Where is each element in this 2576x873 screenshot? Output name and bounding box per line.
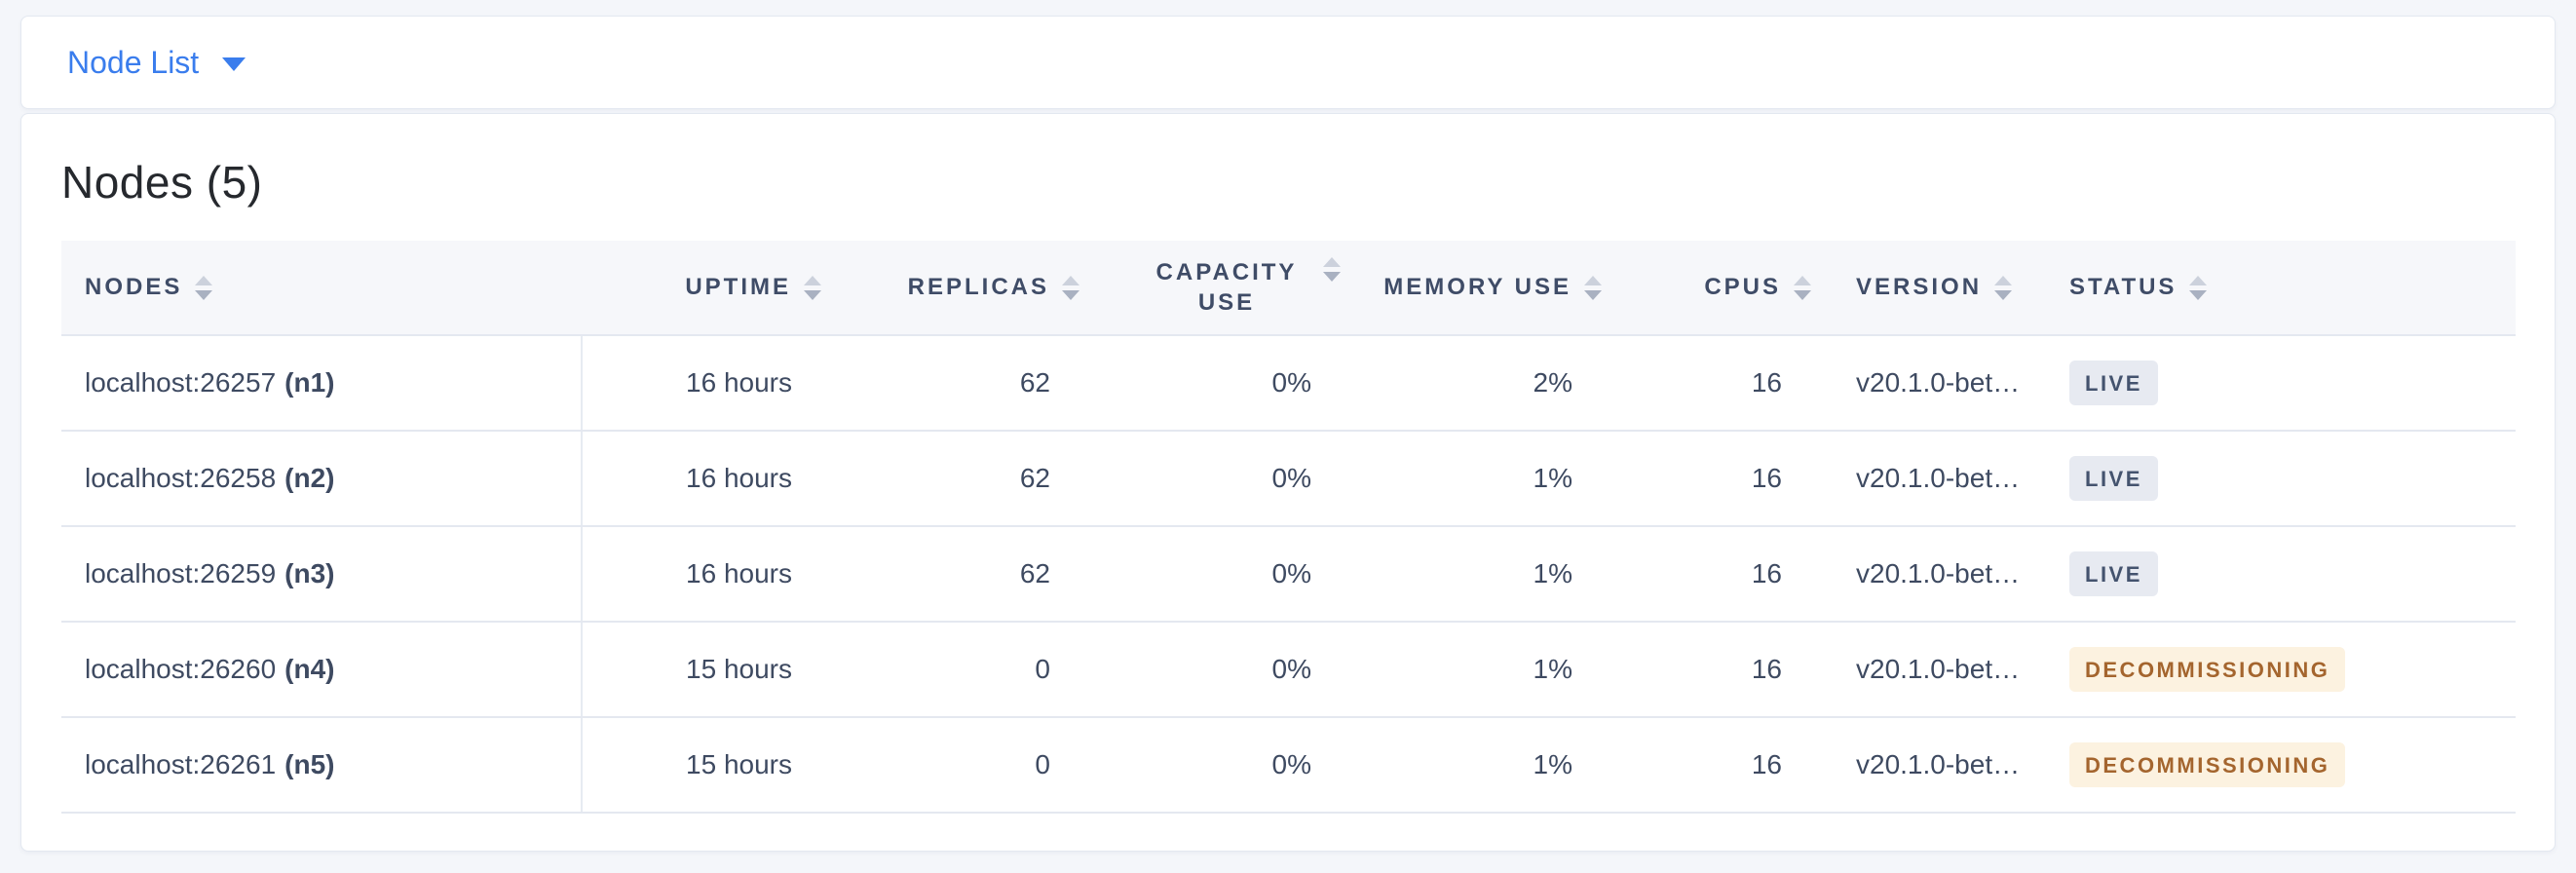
cell-memory-use: 1% bbox=[1533, 558, 1572, 588]
table-header-row: NODES UPTIME REPLICAS CAPACITY USE MEMOR… bbox=[61, 241, 2516, 336]
sort-icon bbox=[195, 275, 213, 300]
cell-replicas: 62 bbox=[1019, 463, 1050, 493]
node-id: (n2) bbox=[284, 463, 335, 493]
cell-uptime: 15 hours bbox=[686, 749, 792, 779]
view-dropdown-label[interactable]: Node List bbox=[67, 45, 200, 80]
column-header-cpus[interactable]: CPUS bbox=[1604, 241, 1813, 334]
cell-node: localhost:26259 (n3) bbox=[61, 527, 583, 621]
cell-node: localhost:26261 (n5) bbox=[61, 718, 583, 812]
sort-icon bbox=[1794, 275, 1811, 300]
cell-cpus: 16 bbox=[1751, 463, 1782, 493]
cell-memory-use: 2% bbox=[1533, 367, 1572, 398]
cell-memory-use: 1% bbox=[1533, 654, 1572, 684]
cell-cpus: 16 bbox=[1751, 367, 1782, 398]
cell-uptime: 16 hours bbox=[686, 558, 792, 588]
node-table: NODES UPTIME REPLICAS CAPACITY USE MEMOR… bbox=[61, 241, 2516, 814]
view-dropdown[interactable]: Node List bbox=[67, 47, 246, 78]
node-id: (n4) bbox=[284, 654, 335, 684]
cell-replicas: 0 bbox=[1035, 749, 1050, 779]
view-selector-bar: Node List bbox=[20, 16, 2556, 109]
cell-uptime: 16 hours bbox=[686, 463, 792, 493]
cell-version: v20.1.0-bet… bbox=[1856, 749, 2021, 779]
node-id: (n1) bbox=[284, 367, 335, 398]
column-header-memory-use[interactable]: MEMORY USE bbox=[1343, 241, 1604, 334]
table-row[interactable]: localhost:26260 (n4) 15 hours 0 0% 1% 16… bbox=[61, 623, 2516, 718]
cell-status: LIVE bbox=[2047, 336, 2516, 430]
cell-capacity-use: 0% bbox=[1271, 463, 1311, 493]
status-badge: LIVE bbox=[2069, 551, 2158, 596]
column-header-version[interactable]: VERSION bbox=[1813, 241, 2047, 334]
cell-version: v20.1.0-bet… bbox=[1856, 463, 2021, 493]
node-address: localhost:26260 bbox=[85, 654, 277, 684]
cell-memory-use: 1% bbox=[1533, 749, 1572, 779]
cell-capacity-use: 0% bbox=[1271, 558, 1311, 588]
chevron-down-icon bbox=[222, 57, 246, 71]
cell-memory-use: 1% bbox=[1533, 463, 1572, 493]
cell-capacity-use: 0% bbox=[1271, 654, 1311, 684]
sort-icon bbox=[1994, 275, 2013, 300]
cell-status: DECOMMISSIONING bbox=[2047, 623, 2516, 716]
page-title: Nodes (5) bbox=[61, 157, 263, 208]
status-badge: DECOMMISSIONING bbox=[2069, 647, 2346, 692]
cell-status: LIVE bbox=[2047, 432, 2516, 525]
column-header-uptime[interactable]: UPTIME bbox=[583, 241, 823, 334]
node-id: (n5) bbox=[284, 749, 335, 779]
cell-status: LIVE bbox=[2047, 527, 2516, 621]
node-address: localhost:26261 bbox=[85, 749, 277, 779]
cell-replicas: 0 bbox=[1035, 654, 1050, 684]
cell-status: DECOMMISSIONING bbox=[2047, 718, 2516, 812]
column-header-status[interactable]: STATUS bbox=[2047, 241, 2516, 334]
cell-version: v20.1.0-bet… bbox=[1856, 367, 2021, 398]
column-header-capacity-use[interactable]: CAPACITY USE bbox=[1081, 241, 1343, 334]
status-badge: DECOMMISSIONING bbox=[2069, 742, 2346, 787]
column-header-replicas[interactable]: REPLICAS bbox=[823, 241, 1081, 334]
sort-icon bbox=[2189, 275, 2208, 300]
status-badge: LIVE bbox=[2069, 456, 2158, 501]
node-address: localhost:26259 bbox=[85, 558, 277, 588]
node-address: localhost:26257 bbox=[85, 367, 277, 398]
column-header-nodes[interactable]: NODES bbox=[61, 241, 583, 334]
table-row[interactable]: localhost:26257 (n1) 16 hours 62 0% 2% 1… bbox=[61, 336, 2516, 432]
nodes-panel: Nodes (5) NODES UPTIME REPLICAS CAPACITY… bbox=[20, 113, 2556, 852]
cell-capacity-use: 0% bbox=[1271, 749, 1311, 779]
sort-icon bbox=[1584, 275, 1602, 300]
cell-replicas: 62 bbox=[1019, 367, 1050, 398]
cell-uptime: 16 hours bbox=[686, 367, 792, 398]
cell-capacity-use: 0% bbox=[1271, 367, 1311, 398]
cell-node: localhost:26260 (n4) bbox=[61, 623, 583, 716]
table-row[interactable]: localhost:26258 (n2) 16 hours 62 0% 1% 1… bbox=[61, 432, 2516, 527]
status-badge: LIVE bbox=[2069, 361, 2158, 405]
cell-node: localhost:26258 (n2) bbox=[61, 432, 583, 525]
cell-version: v20.1.0-bet… bbox=[1856, 558, 2021, 588]
cell-cpus: 16 bbox=[1751, 654, 1782, 684]
cell-replicas: 62 bbox=[1019, 558, 1050, 588]
sort-icon bbox=[1062, 275, 1080, 300]
cell-uptime: 15 hours bbox=[686, 654, 792, 684]
node-address: localhost:26258 bbox=[85, 463, 277, 493]
cell-cpus: 16 bbox=[1751, 558, 1782, 588]
sort-icon bbox=[804, 275, 821, 300]
cell-node: localhost:26257 (n1) bbox=[61, 336, 583, 430]
node-id: (n3) bbox=[284, 558, 335, 588]
table-row[interactable]: localhost:26261 (n5) 15 hours 0 0% 1% 16… bbox=[61, 718, 2516, 814]
cell-version: v20.1.0-bet… bbox=[1856, 654, 2021, 684]
table-row[interactable]: localhost:26259 (n3) 16 hours 62 0% 1% 1… bbox=[61, 527, 2516, 623]
sort-icon bbox=[1323, 257, 1341, 282]
cell-cpus: 16 bbox=[1751, 749, 1782, 779]
